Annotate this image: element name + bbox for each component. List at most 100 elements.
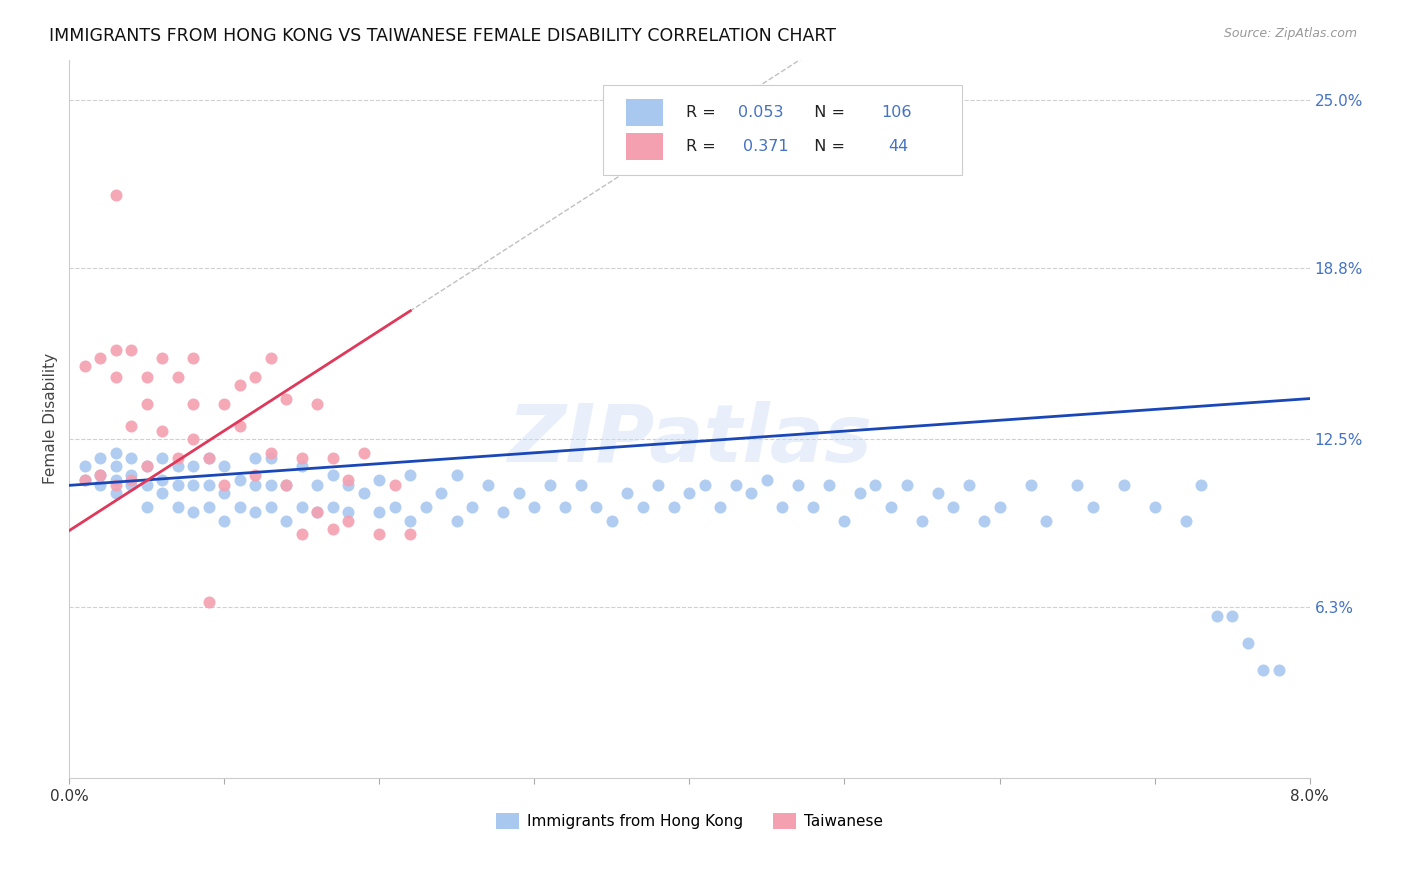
Point <box>276 478 298 492</box>
Point <box>276 514 298 528</box>
Point <box>214 397 236 411</box>
Point <box>104 473 127 487</box>
Point <box>755 473 778 487</box>
Point <box>337 473 360 487</box>
Bar <box>626 99 664 127</box>
Point <box>772 500 794 514</box>
Point <box>399 514 422 528</box>
Point <box>322 500 344 514</box>
Point <box>89 451 111 466</box>
Point <box>1267 663 1289 677</box>
Text: 0.371: 0.371 <box>742 139 789 154</box>
Point <box>135 478 157 492</box>
Point <box>724 478 747 492</box>
Point <box>600 514 623 528</box>
Point <box>181 459 204 474</box>
Point <box>166 500 188 514</box>
Point <box>307 506 329 520</box>
Point <box>260 500 283 514</box>
Point <box>181 351 204 365</box>
Point <box>120 473 142 487</box>
FancyBboxPatch shape <box>603 85 962 175</box>
Point <box>1019 478 1042 492</box>
Point <box>181 397 204 411</box>
Point <box>415 500 437 514</box>
Point <box>260 351 283 365</box>
Point <box>229 378 252 392</box>
Point <box>368 506 391 520</box>
Point <box>73 473 96 487</box>
Point <box>337 506 360 520</box>
Point <box>1251 663 1274 677</box>
Point <box>104 343 127 357</box>
Point <box>135 370 157 384</box>
Point <box>260 478 283 492</box>
Point <box>942 500 965 514</box>
Text: Source: ZipAtlas.com: Source: ZipAtlas.com <box>1223 27 1357 40</box>
Point <box>197 451 219 466</box>
Point <box>166 370 188 384</box>
Point <box>1236 635 1258 649</box>
Point <box>245 370 267 384</box>
Point <box>89 467 111 482</box>
Point <box>120 418 142 433</box>
Point <box>135 500 157 514</box>
Point <box>73 459 96 474</box>
Point <box>166 451 188 466</box>
Point <box>291 527 314 541</box>
Point <box>73 473 96 487</box>
Point <box>197 500 219 514</box>
Point <box>322 451 344 466</box>
Point <box>245 467 267 482</box>
Point <box>104 478 127 492</box>
Point <box>276 392 298 406</box>
Point <box>104 188 127 202</box>
Point <box>120 451 142 466</box>
Point <box>337 514 360 528</box>
Text: R =: R = <box>686 105 721 120</box>
Point <box>150 424 173 438</box>
Point <box>477 478 499 492</box>
Point <box>1112 478 1135 492</box>
Point <box>446 467 468 482</box>
Point <box>229 418 252 433</box>
Point <box>166 459 188 474</box>
Point <box>166 478 188 492</box>
Point <box>1189 478 1212 492</box>
Point <box>585 500 607 514</box>
Point <box>988 500 1011 514</box>
Point <box>89 351 111 365</box>
Point <box>307 478 329 492</box>
Point <box>181 432 204 446</box>
Point <box>740 486 762 500</box>
Point <box>399 527 422 541</box>
Point <box>803 500 825 514</box>
Point <box>276 478 298 492</box>
Point <box>307 506 329 520</box>
Point <box>492 506 515 520</box>
Text: N =: N = <box>804 139 855 154</box>
Point <box>229 500 252 514</box>
Point <box>446 514 468 528</box>
Point <box>554 500 576 514</box>
Point <box>245 451 267 466</box>
Point <box>260 446 283 460</box>
Point <box>1205 608 1227 623</box>
Point <box>865 478 887 492</box>
Point <box>135 397 157 411</box>
Point <box>461 500 484 514</box>
Point <box>150 473 173 487</box>
Point <box>322 522 344 536</box>
Point <box>1066 478 1088 492</box>
Point <box>880 500 903 514</box>
Point <box>1174 514 1197 528</box>
Point <box>291 451 314 466</box>
Point <box>662 500 685 514</box>
Point <box>896 478 918 492</box>
Point <box>104 446 127 460</box>
Point <box>538 478 561 492</box>
Point <box>927 486 949 500</box>
Point <box>181 506 204 520</box>
Point <box>353 486 375 500</box>
Text: N =: N = <box>804 105 849 120</box>
